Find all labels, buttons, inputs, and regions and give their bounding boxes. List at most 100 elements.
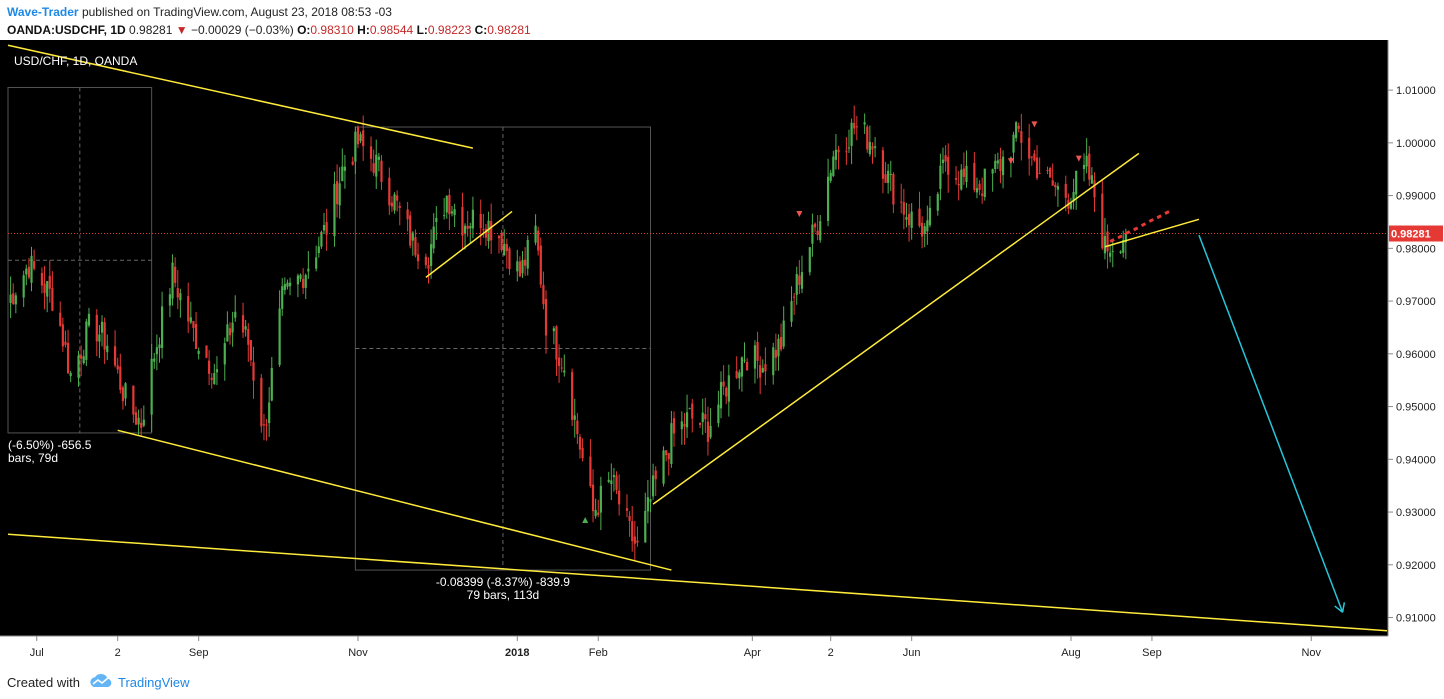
- candle-body: [618, 490, 621, 505]
- candle-body: [25, 268, 28, 275]
- y-tick-label: 0.95000: [1396, 402, 1436, 414]
- candle-body: [1085, 155, 1088, 167]
- candle-body: [466, 225, 469, 229]
- candle-body: [625, 508, 629, 511]
- candle-body: [941, 159, 945, 164]
- candle-body: [1109, 252, 1112, 257]
- candle-body: [46, 281, 49, 297]
- candle-body: [672, 418, 676, 434]
- candle-body: [526, 239, 529, 269]
- candle-body: [1122, 240, 1125, 253]
- candle-body: [9, 294, 12, 303]
- candle-body: [416, 254, 420, 262]
- candle-body: [646, 497, 649, 512]
- candle-body: [902, 202, 905, 215]
- candle-body: [61, 324, 64, 347]
- x-tick-label: Apr: [744, 647, 761, 659]
- candle-body: [341, 166, 344, 182]
- candle-body: [555, 326, 558, 360]
- forecast-dash: [1117, 234, 1123, 240]
- candle-body: [1088, 153, 1091, 180]
- candle-body: [947, 156, 950, 175]
- y-axis: 1.01000 1.00000 0.99000 0.98000 0.97000 0.960…: [1387, 40, 1444, 666]
- candle-body: [847, 147, 851, 149]
- candle-body: [808, 247, 811, 273]
- candle-body: [845, 151, 848, 153]
- published-text: published on TradingView.com, August 23,…: [81, 5, 392, 19]
- trendline: [117, 429, 672, 571]
- candle-body: [704, 414, 707, 420]
- candle-body: [576, 420, 579, 435]
- chart-title: USD/CHF, 1D, OANDA: [14, 54, 137, 68]
- candle-body: [837, 149, 840, 153]
- candle-body: [991, 169, 994, 174]
- projection-arrow-head: [1334, 605, 1344, 613]
- candle-body: [176, 288, 179, 298]
- x-tick-label: Sep: [189, 647, 209, 659]
- candle-body: [591, 484, 595, 512]
- open-label: O:: [297, 23, 311, 37]
- candle-body: [283, 284, 286, 290]
- candle-body: [296, 275, 300, 285]
- candle-body: [288, 282, 292, 287]
- created-with-text: Created with: [7, 675, 80, 690]
- candle-body: [957, 184, 960, 186]
- y-axis-background: [1388, 40, 1444, 666]
- candle-body: [994, 160, 997, 170]
- candle-body: [662, 450, 665, 484]
- candle-body: [150, 358, 153, 415]
- candle-body: [798, 275, 801, 285]
- candle-body: [59, 312, 62, 326]
- candle-body: [699, 422, 702, 425]
- candle-body: [48, 275, 51, 289]
- candle-body: [962, 168, 965, 177]
- candle-body: [599, 485, 602, 513]
- candle-body: [411, 232, 414, 241]
- candle-body: [398, 205, 401, 208]
- candle-body: [1030, 156, 1033, 158]
- candle-body: [892, 174, 895, 205]
- candle-body: [910, 211, 913, 228]
- candle-body: [153, 358, 156, 362]
- candle-body: [121, 387, 125, 402]
- candle-body: [228, 328, 232, 336]
- chart-area[interactable]: (-6.50%) -656.5 bars, 79d -0.08399 (-8.37%…: [0, 40, 1444, 666]
- candle-body: [430, 244, 433, 266]
- candle-body: [414, 237, 417, 256]
- measure-label-line1: (-6.50%) -656.5: [8, 438, 92, 452]
- candle-body: [537, 230, 540, 251]
- candle-body: [1020, 131, 1023, 143]
- candle-body: [764, 364, 767, 372]
- candle-body: [939, 165, 942, 189]
- candle-body: [286, 282, 289, 287]
- y-tick-label: 1.01000: [1396, 85, 1436, 97]
- candle-body: [503, 243, 506, 256]
- candle-body: [649, 499, 652, 502]
- author-link[interactable]: Wave-Trader: [7, 5, 79, 19]
- candle-body: [866, 126, 869, 150]
- forecast-dash: [1125, 230, 1131, 235]
- candle-body: [252, 362, 255, 381]
- tradingview-link[interactable]: TradingView: [118, 675, 190, 690]
- candle-body: [1033, 153, 1036, 161]
- candle-body: [578, 436, 582, 450]
- candle-body: [132, 385, 135, 415]
- candle-body: [424, 256, 427, 266]
- candle-body: [247, 328, 250, 345]
- trendline: [7, 533, 1388, 632]
- y-tick-label: 0.91000: [1396, 613, 1436, 625]
- candle-body: [1035, 157, 1039, 179]
- candle-body: [829, 172, 832, 181]
- chart-header: Wave-Trader published on TradingView.com…: [0, 0, 1444, 40]
- candle-body: [1106, 231, 1109, 252]
- candle-body: [725, 387, 728, 397]
- candle-body: [813, 223, 817, 228]
- candle-body: [581, 447, 584, 459]
- candles: [9, 105, 1127, 561]
- candle-body: [691, 403, 694, 419]
- candle-body: [855, 126, 858, 128]
- candle-body: [124, 383, 127, 399]
- candle-body: [850, 122, 853, 146]
